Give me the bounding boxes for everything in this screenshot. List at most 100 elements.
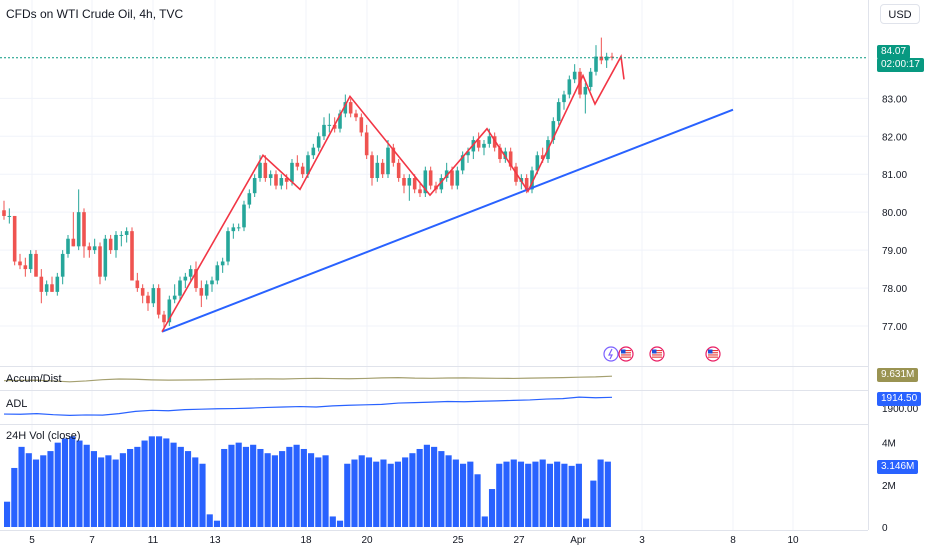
volume-bar [402,457,409,527]
volume-bar [156,436,163,527]
volume-title[interactable]: 24H Vol (close) [6,430,81,442]
candle-body [156,288,161,315]
volume-bar [474,474,481,527]
candle-body [114,234,118,251]
candle-body [455,170,460,186]
candle-body [124,231,129,235]
candle-body [140,288,145,296]
candle-body [418,189,422,194]
candle-body [338,113,342,129]
candle-body [556,102,561,122]
volume-bar [365,457,373,527]
candle-body [274,174,278,186]
volume-bar [76,440,83,527]
volume-bar [163,438,170,527]
volume-tick-label: 2M [882,481,896,492]
volume-bar [213,520,221,527]
candle-body [482,143,486,148]
volume-bar [488,489,496,527]
candle-body [210,280,214,285]
candle-body [39,276,44,292]
currency-button[interactable]: USD [880,4,920,24]
volume-bar [597,459,604,527]
candle-body [236,227,241,229]
candle-body [492,136,497,148]
volume-bar [105,455,112,527]
candle-body [300,166,305,175]
time-tick-label: 11 [148,535,159,546]
volume-bar [517,461,525,527]
candle-body [343,102,348,114]
volume-tick-label: 0 [882,523,888,534]
last-price-badge: 84.07 [877,45,911,59]
candle-body [50,284,54,292]
candle-body [290,162,294,182]
price-tick-label: 81.00 [882,170,907,181]
time-tick-label: 8 [730,535,736,546]
candle-body [610,56,614,58]
price-tick-label: 79.00 [882,246,907,257]
volume-bar [148,436,155,527]
candle-body [498,147,502,160]
volume-bar [373,461,380,527]
candle-body [370,155,374,179]
volume-bar [358,455,365,527]
price-tick-label: 78.00 [882,284,907,295]
candle-body [604,56,609,61]
us-flag-icon [649,346,665,362]
candle-body [562,94,566,103]
time-tick-label: 10 [787,535,799,546]
candle-body [402,178,406,186]
candle-body [268,174,273,179]
us-flag-icon [618,346,634,362]
volume-bar [496,463,503,527]
volume-bar [568,465,575,527]
candle-body [466,151,470,156]
countdown-badge: 02:00:17 [877,58,924,72]
volume-bar [554,461,561,527]
volume-bar [380,459,387,527]
volume-bar [199,463,206,527]
volume-bar [235,442,242,527]
accum-dist-title[interactable]: Accum/Dist [6,373,62,385]
candle-body [423,170,428,194]
symbol-title[interactable]: CFDs on WTI Crude Oil, 4h, TVC [6,7,184,21]
candle-body [364,132,369,156]
candle-body [60,253,65,277]
candle-body [151,288,156,304]
candle-body [380,162,385,175]
volume-bar [322,455,329,527]
candle-body [327,124,332,126]
candle-body [263,162,268,179]
volume-bar [583,518,590,527]
candle-body [2,210,6,216]
candle-body [551,121,556,141]
candle-body [444,170,449,179]
volume-bar [344,463,351,527]
volume-bar [539,459,546,527]
chart-grid [0,0,868,530]
volume-bar [460,463,467,527]
candle-body [487,136,492,144]
adl-title[interactable]: ADL [6,398,28,410]
volume-bar [445,455,452,527]
price-tick-label: 80.00 [882,208,907,219]
candle-body [252,178,257,194]
candle-body [476,140,481,148]
volume-bar [250,444,257,527]
volume-bar [98,457,105,527]
price-axis: 83.00 82.00 81.00 80.00 79.00 78.00 77.00 [882,94,907,333]
volume-bar [257,448,264,527]
volume-bar [525,463,532,527]
candle-body [311,147,316,156]
candle-body [220,261,225,266]
volume-bar [561,463,568,527]
candle-body [119,234,124,236]
volume-bar [431,446,438,527]
candle-body [354,113,358,118]
candle-body [530,170,534,190]
volume-bar [61,438,69,527]
candle-body [82,212,86,247]
